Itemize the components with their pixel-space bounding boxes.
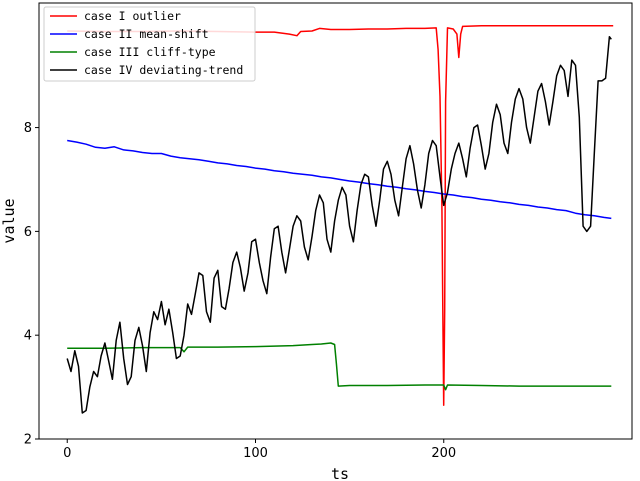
series-line-2 (67, 139, 612, 220)
y-tick-label: 2 (24, 433, 32, 448)
legend-label-case-iv: case IV deviating-trend (84, 63, 243, 77)
y-tick-label: 8 (24, 121, 32, 136)
x-tick-label: 100 (243, 446, 268, 461)
x-tick-label: 0 (63, 446, 71, 461)
y-axis: 2 4 6 8 (24, 121, 39, 448)
x-axis-label: ts (331, 465, 349, 481)
y-tick-label: 6 (24, 225, 32, 240)
plot-frame (38, 2, 633, 440)
legend-box (43, 6, 256, 82)
legend: case I outlier case II mean-shift case I… (43, 6, 256, 82)
legend-label-case-ii: case II mean-shift (84, 27, 209, 41)
legend-label-case-iii: case III cliff-type (84, 45, 216, 59)
y-axis-label: value (0, 198, 18, 243)
series-line-1 (67, 25, 614, 407)
x-tick-label: 200 (431, 446, 456, 461)
y-tick-label: 4 (24, 329, 32, 344)
legend-label-case-i: case I outlier (84, 9, 181, 23)
series-layer (66, 25, 614, 414)
series-line-3 (67, 342, 612, 391)
series-line-4 (66, 35, 612, 414)
x-axis: 0 100 200 (63, 439, 456, 461)
